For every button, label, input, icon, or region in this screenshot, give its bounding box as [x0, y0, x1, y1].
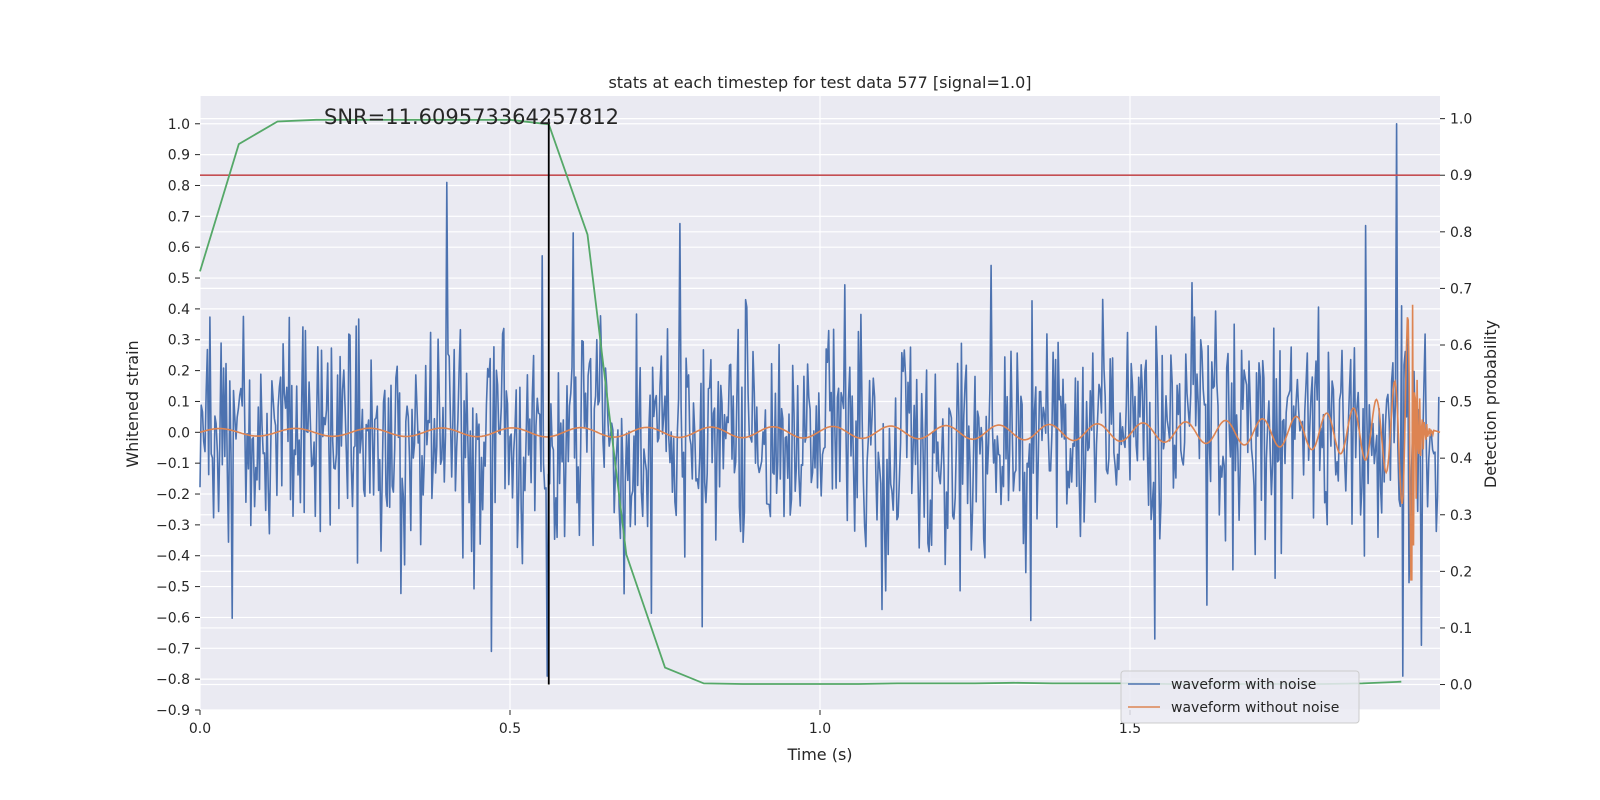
y-tick-label: −0.3: [156, 518, 190, 534]
y2-tick-label: 0.0: [1450, 678, 1472, 694]
y-tick-label: 0.6: [168, 240, 190, 256]
y2-tick-label: 0.5: [1450, 395, 1472, 411]
legend-label-noise: waveform with noise: [1171, 677, 1316, 693]
y2-axis-ticks: 1.0 0.9 0.8 0.7 0.6 0.5 0.4 0.3 0.2 0.1 0.0: [1440, 112, 1472, 694]
y-tick-label: 0.2: [168, 364, 190, 380]
y-axis-ticks: 1.0 0.9 0.8 0.7 0.6 0.5 0.4 0.3 0.2 0.1 0.0 −0.1 −0.…: [156, 117, 200, 719]
x-tick-label: 1.5: [1119, 721, 1141, 737]
x-tick-label: 0.5: [499, 721, 521, 737]
plot-lines: [199, 118, 1441, 685]
y-tick-label: 0.7: [168, 209, 190, 225]
chart-title: stats at each timestep for test data 577…: [608, 73, 1031, 92]
y2-axis-label: Detection probability: [1481, 320, 1500, 488]
y-tick-label: −0.5: [156, 580, 190, 596]
y-tick-label: −0.2: [156, 487, 190, 503]
x-axis-label: Time (s): [786, 745, 852, 764]
legend-label-clean: waveform without noise: [1171, 700, 1339, 716]
snr-annotation: SNR=11.609573364257812: [324, 105, 619, 129]
y-tick-label: 1.0: [168, 117, 190, 133]
y2-tick-label: 1.0: [1450, 112, 1472, 128]
y2-tick-label: 0.4: [1450, 451, 1472, 467]
noise-waveform-line: [199, 123, 1440, 677]
y2-tick-label: 0.2: [1450, 564, 1472, 580]
y-tick-label: 0.5: [168, 271, 190, 287]
y2-tick-label: 0.9: [1450, 168, 1472, 184]
x-axis-ticks: 0.0 0.5 1.0 1.5: [189, 710, 1141, 737]
clean-waveform-line: [199, 304, 1441, 581]
legend-box: [1120, 670, 1360, 724]
y-tick-label: 0.3: [168, 333, 190, 349]
y-tick-label: −0.1: [156, 456, 190, 472]
y2-tick-label: 0.8: [1450, 225, 1472, 241]
y-tick-label: 0.1: [168, 394, 190, 410]
y2-tick-label: 0.6: [1450, 338, 1472, 354]
y-tick-label: 0.9: [168, 148, 190, 164]
y-axis-label: Whitened strain: [123, 340, 142, 467]
y-tick-label: −0.9: [156, 703, 190, 719]
y-tick-label: 0.0: [168, 425, 190, 441]
y2-tick-label: 0.3: [1450, 508, 1472, 524]
x-tick-label: 0.0: [189, 721, 211, 737]
y-tick-label: 0.4: [168, 302, 190, 318]
y2-tick-label: 0.7: [1450, 281, 1472, 297]
y-tick-label: −0.4: [156, 549, 190, 565]
y2-tick-label: 0.1: [1450, 621, 1472, 637]
y-tick-label: −0.8: [156, 672, 190, 688]
x-tick-label: 1.0: [809, 721, 831, 737]
y-tick-label: 0.8: [168, 178, 190, 194]
y-tick-label: −0.6: [156, 610, 190, 626]
y-tick-label: −0.7: [156, 641, 190, 657]
legend: waveform with noise waveform without noi…: [1120, 670, 1360, 724]
